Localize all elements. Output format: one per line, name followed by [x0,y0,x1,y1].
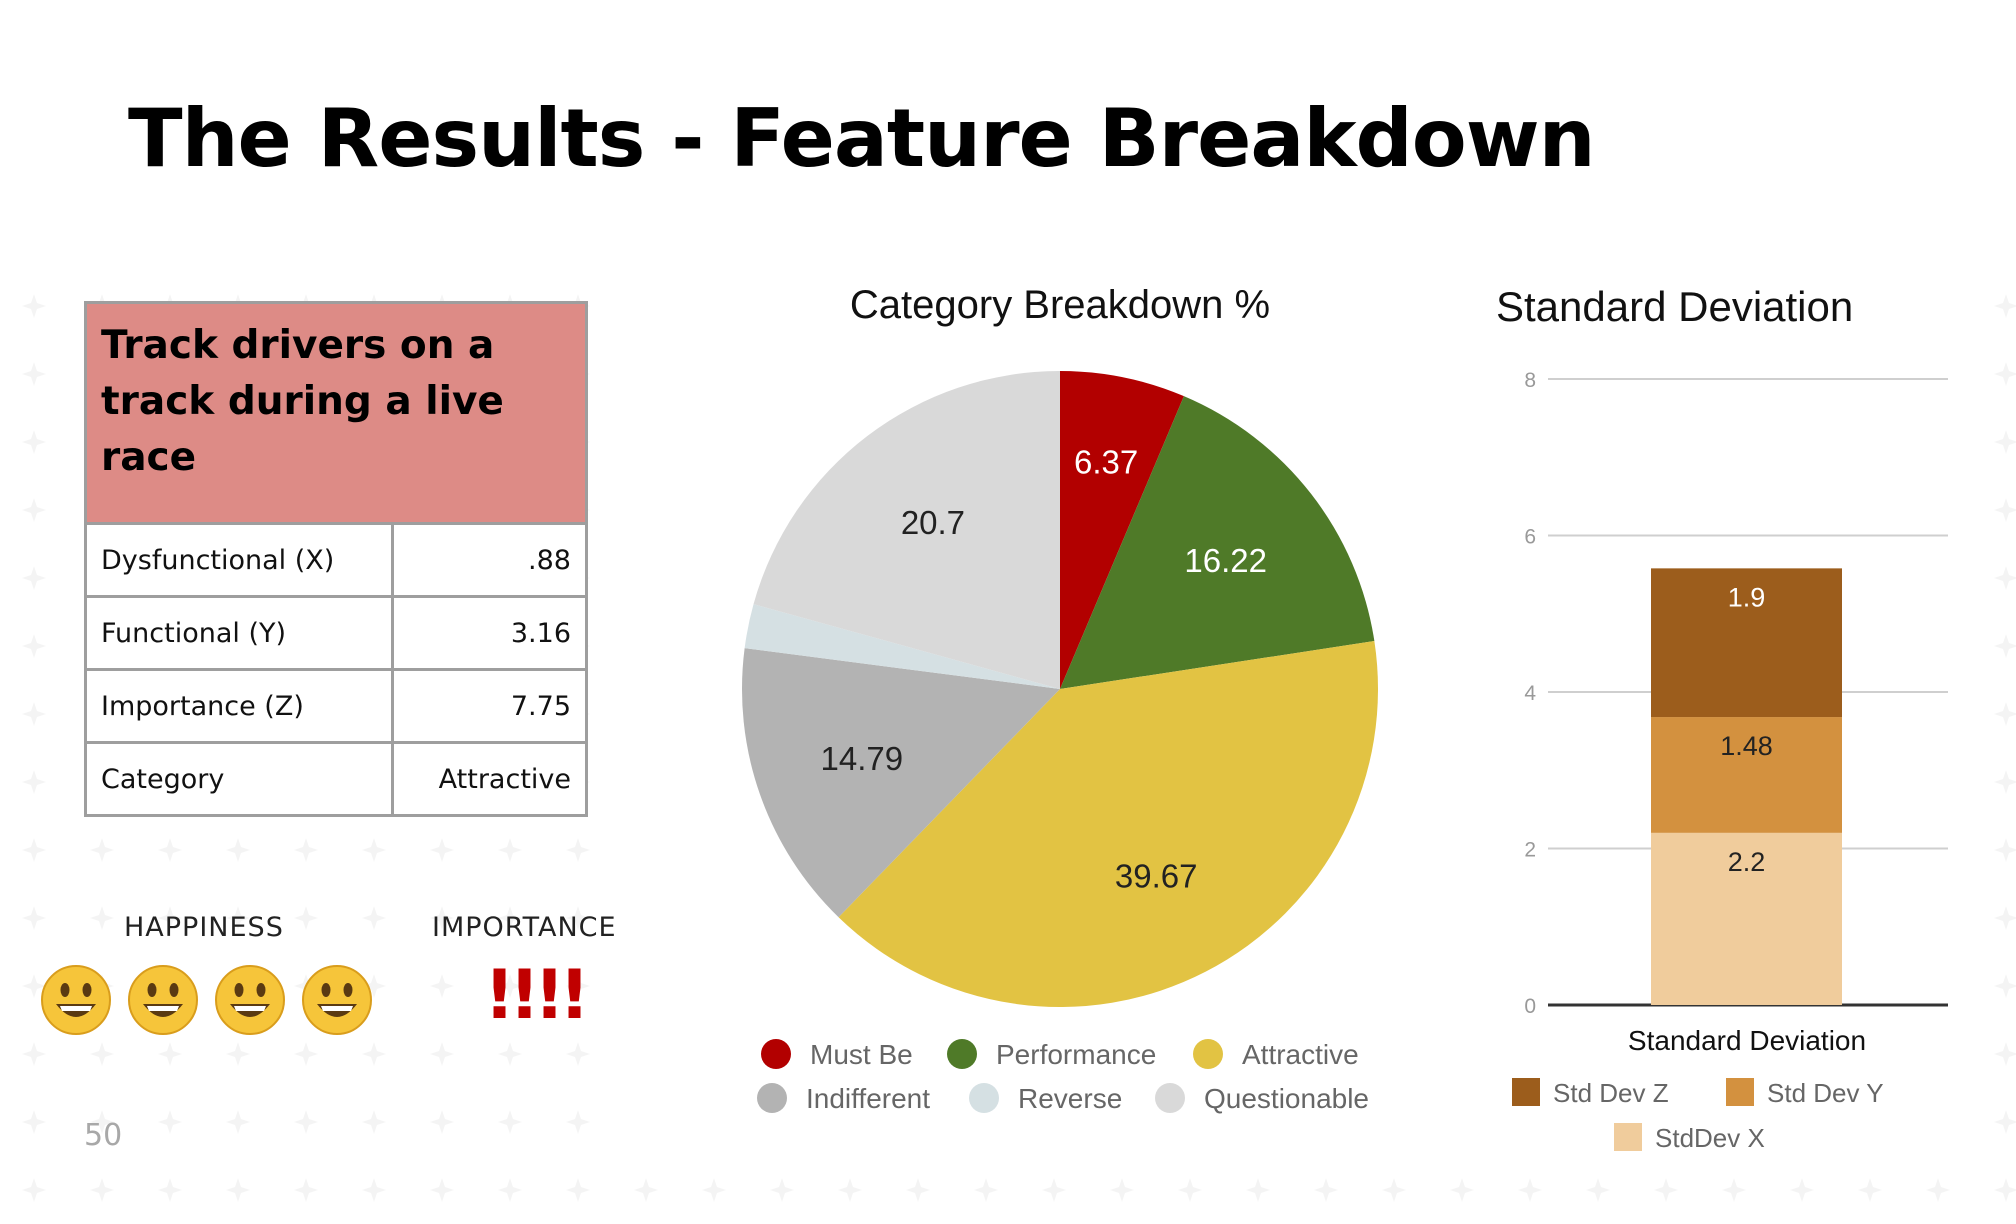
bar-data-label: 2.2 [1728,847,1766,877]
y-tick-label: 2 [1524,839,1536,862]
bar-segment-std-dev-y [1651,717,1842,833]
happiness-label: HAPPINESS [124,912,284,943]
pie-slice-performance [1060,396,1375,689]
legend-item: Indifferent [757,1083,930,1114]
feature-table: Track drivers on a track during a live r… [84,301,588,817]
x-axis-label: Standard Deviation [1628,1025,1866,1056]
row-label: Functional (Y) [84,595,394,671]
row-value: .88 [391,522,588,598]
y-tick-label: 4 [1524,682,1536,705]
bar-data-label: 1.9 [1728,582,1766,612]
table-row: Category Attractive [84,741,588,817]
category-breakdown-pie-chart: Category Breakdown % 6.37 16.22 39.67 14.79… [742,283,1378,1114]
row-value: 7.75 [391,668,588,744]
pie-slice-must-be [1060,371,1184,689]
legend-item: StdDev X [1614,1123,1765,1153]
pie-chart-panel: Category Breakdown % 6.37 16.22 39.67 14.79… [624,250,1414,1155]
row-value: 3.16 [391,595,588,671]
feature-name-line: Track drivers on a [101,323,495,368]
legend-item: Std Dev Y [1726,1078,1884,1108]
happiness-rating [41,965,372,1035]
y-tick-label: 6 [1524,526,1536,549]
legend-label: Indifferent [806,1083,930,1114]
legend-label: Std Dev Y [1767,1078,1884,1108]
smiley-face-icon [302,965,372,1035]
y-tick-label: 0 [1524,995,1536,1018]
bar-chart-title: Standard Deviation [1496,283,1853,330]
legend-swatch [761,1039,791,1069]
standard-deviation-bar-chart: Standard Deviation 0 2 4 6 8 2.2 1.48 1.9 Stan… [1496,283,1948,1153]
feature-name-line: race [101,435,197,480]
table-row: Importance (Z) 7.75 [84,668,588,744]
bar-segment-std-dev-z [1651,568,1842,718]
smiley-face-icon [215,965,285,1035]
importance-marks: !!!! [484,956,590,1035]
pie-data-label: 14.79 [821,740,904,777]
row-label: Importance (Z) [84,668,394,744]
legend-item: Attractive [1193,1039,1359,1070]
legend-swatch [1512,1078,1540,1106]
pie-chart-title: Category Breakdown % [850,283,1270,327]
bar-data-label: 1.48 [1720,731,1773,761]
row-label: Dysfunctional (X) [84,522,394,598]
legend-swatch [1726,1078,1754,1106]
legend-item: Questionable [1155,1083,1369,1114]
legend-label: StdDev X [1655,1123,1765,1153]
legend-label: Std Dev Z [1553,1078,1669,1108]
legend-label: Must Be [810,1039,913,1070]
table-row: Dysfunctional (X) .88 [84,522,588,598]
legend-swatch [1155,1083,1185,1113]
smiley-face-icon [41,965,111,1035]
row-label: Category [84,741,394,817]
table-row: Functional (Y) 3.16 [84,595,588,671]
y-tick-label: 8 [1524,369,1536,392]
pie-slice-indifferent [742,648,1060,918]
legend-item: Must Be [761,1039,913,1070]
legend-label: Reverse [1018,1083,1122,1114]
row-value: Attractive [391,741,588,817]
legend-swatch [757,1083,787,1113]
bar-segment-stddev-x [1651,832,1842,1005]
pie-data-label: 20.7 [901,504,965,541]
slide-title: The Results - Feature Breakdown [128,92,1596,185]
feature-name-cell: Track drivers on a track during a live r… [84,301,588,525]
pie-data-label: 6.37 [1074,443,1138,480]
legend-swatch [969,1083,999,1113]
pie-data-label: 39.67 [1115,858,1198,895]
feature-name-line: track during a live [101,379,504,424]
legend-item: Reverse [969,1083,1122,1114]
slide-number: 50 [84,1118,123,1153]
smiley-face-icon [128,965,198,1035]
pie-data-label: 16.22 [1184,542,1267,579]
legend-label: Performance [996,1039,1156,1070]
legend-label: Questionable [1204,1083,1369,1114]
legend-label: Attractive [1242,1039,1359,1070]
legend-item: Performance [947,1039,1156,1070]
legend-swatch [1614,1123,1642,1151]
bar-chart-panel: Standard Deviation 0 2 4 6 8 2.2 1.48 1.9 Stan… [1440,262,1980,1162]
legend-swatch [1193,1039,1223,1069]
importance-label: IMPORTANCE [432,912,617,943]
legend-item: Std Dev Z [1512,1078,1669,1108]
legend-swatch [947,1039,977,1069]
pie-slice-attractive [838,641,1378,1008]
pie-slice-reverse [744,604,1060,689]
pie-slice-questionable [753,371,1060,689]
